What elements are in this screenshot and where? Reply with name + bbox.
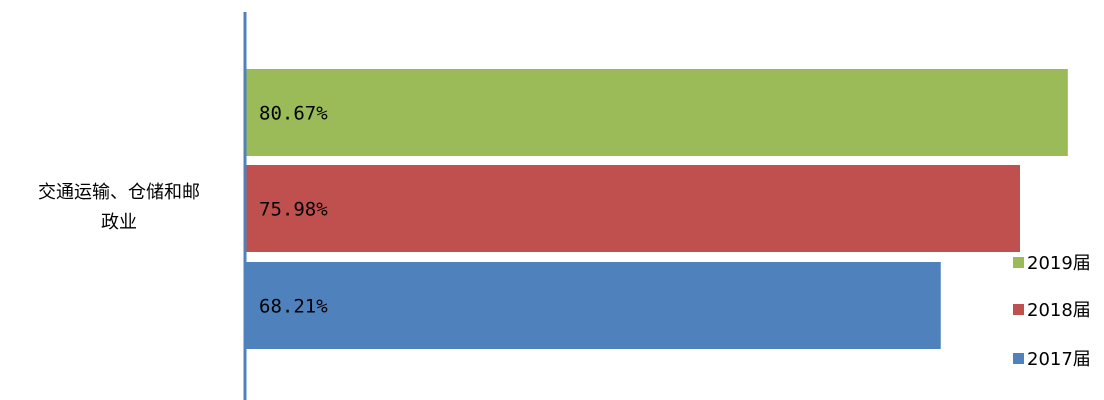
legend-item-2019: 2019届 — [1013, 252, 1091, 276]
legend-item-2017: 2017届 — [1013, 348, 1091, 372]
legend-label-2017: 2017届 — [1027, 349, 1091, 370]
bar-2019 — [245, 69, 1068, 156]
data-label-2019: 80.67% — [259, 103, 328, 125]
legend-swatch-2018 — [1013, 303, 1024, 315]
legend-swatch-2017 — [1013, 352, 1024, 364]
data-label-2018: 75.98% — [259, 199, 328, 221]
bar-2018 — [245, 165, 1020, 252]
category-label-line-1: 交通运输、仓储和邮 — [38, 182, 200, 203]
legend-label-2019: 2019届 — [1027, 253, 1091, 274]
category-label: 交通运输、仓储和邮 政业 — [0, 178, 238, 238]
legend-label-2018: 2018届 — [1027, 300, 1091, 321]
category-label-line-2: 政业 — [101, 212, 137, 233]
bar-2017 — [245, 262, 941, 349]
data-label-2017: 68.21% — [259, 296, 328, 318]
legend-swatch-2019 — [1013, 256, 1024, 268]
legend-item-2018: 2018届 — [1013, 299, 1091, 323]
